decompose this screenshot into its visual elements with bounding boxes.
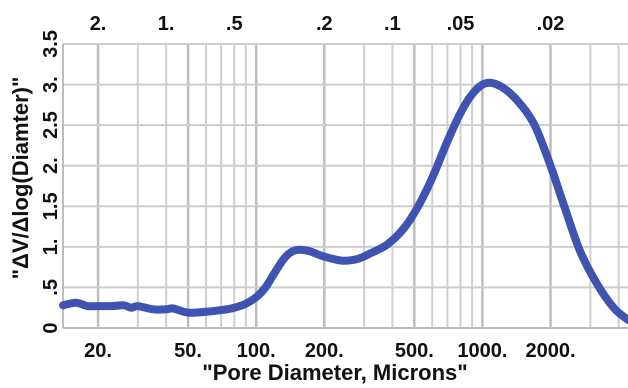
y-tick-label: 0	[40, 322, 62, 333]
top-tick-label: 1.	[158, 13, 175, 35]
top-tick-label: .05	[447, 13, 475, 35]
y-tick-label: .5	[40, 279, 62, 296]
top-tick-label: .1	[384, 13, 401, 35]
y-tick-label: 1.5	[40, 192, 62, 220]
y-axis-ticks: 0 .5 1. 1.5 2. 2.5 3. 3.5	[40, 30, 62, 333]
x-tick-label: 500.	[395, 340, 434, 362]
series-line-layer	[59, 78, 628, 324]
x-axis-ticks: 20. 50. 100. 200. 500. 1000. 2000.	[84, 340, 575, 362]
top-tick-label: .02	[537, 13, 565, 35]
top-tick-label: 2.	[90, 13, 107, 35]
grid	[62, 43, 628, 329]
x-axis-title: "Pore Diameter, Microns"	[202, 360, 467, 385]
y-tick-label: 3.5	[40, 30, 62, 58]
y-tick-label: 1.	[40, 239, 62, 256]
y-tick-label: 2.	[40, 157, 62, 174]
top-axis-ticks: 2. 1. .5 .2 .1 .05 .02	[90, 13, 565, 35]
x-tick-label: 100.	[237, 340, 276, 362]
x-tick-label: 200.	[305, 340, 344, 362]
y-tick-label: 3.	[40, 76, 62, 93]
top-tick-label: .2	[316, 13, 333, 35]
x-tick-label: 20.	[84, 340, 112, 362]
y-axis-title: "ΔV/Δlog(Diamter)"	[8, 77, 33, 280]
top-tick-label: .5	[226, 13, 243, 35]
y-tick-label: 2.5	[40, 111, 62, 139]
x-tick-label: 1000.	[457, 340, 507, 362]
x-tick-label: 50.	[174, 340, 202, 362]
series-line-0	[59, 78, 628, 324]
x-tick-label: 2000.	[525, 340, 575, 362]
